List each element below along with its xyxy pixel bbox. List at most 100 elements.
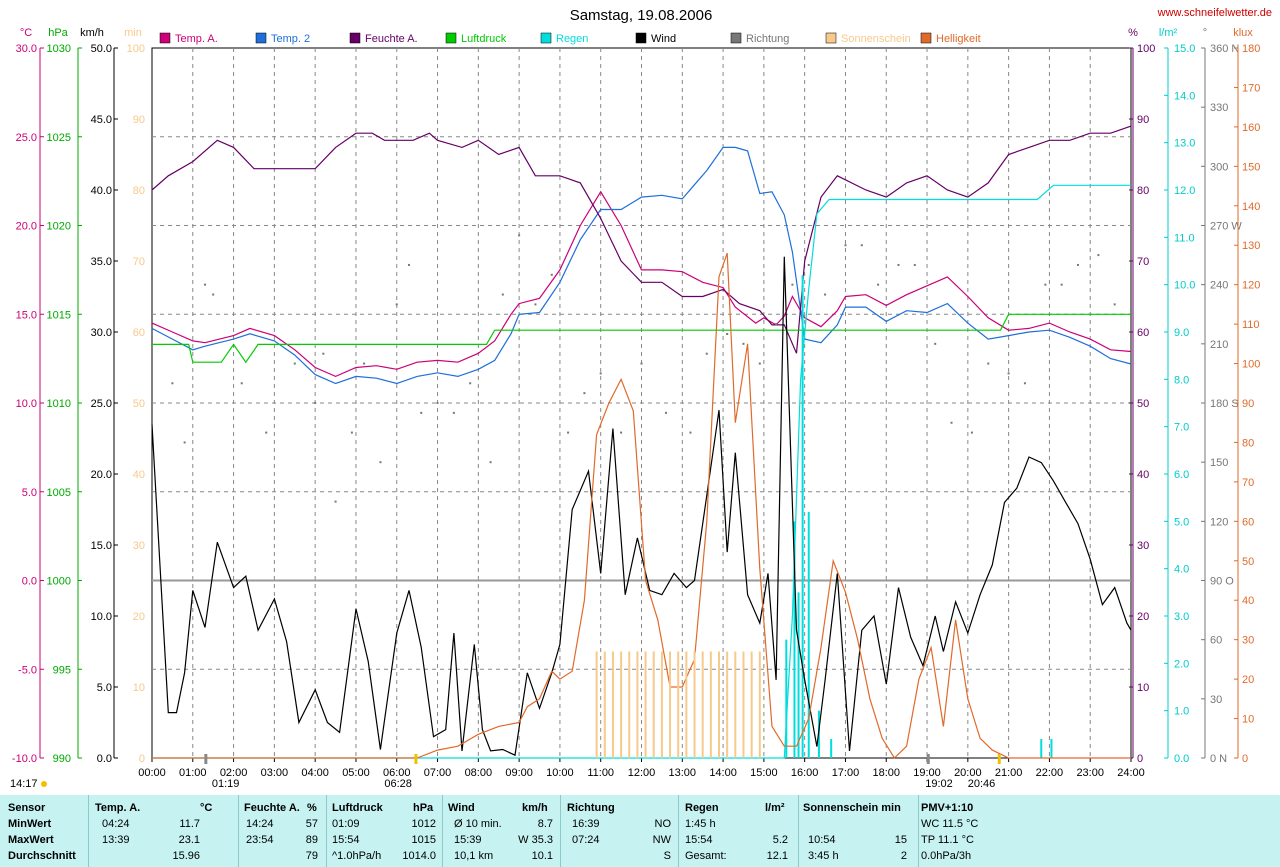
legend-swatch	[825, 32, 837, 44]
direction-point	[950, 421, 953, 424]
x-tick-label: 16:00	[791, 767, 819, 779]
temp-tick-label: 10.0	[16, 398, 37, 410]
direction-point	[350, 431, 353, 434]
pressure-time: ^1.0hPa/h	[332, 850, 382, 862]
direction-point	[550, 273, 553, 276]
x-tick-label: 14:00	[709, 767, 737, 779]
series-line	[151, 256, 1132, 757]
brightness-tick-label: 110	[1242, 319, 1260, 331]
chart-title: Samstag, 19.08.2006	[570, 7, 713, 24]
humidity-tick-label: 80	[1137, 185, 1149, 197]
direction-point	[1023, 382, 1026, 385]
site-url[interactable]: www.schneifelwetter.de	[1157, 7, 1272, 19]
humidity-tick-label: 60	[1137, 327, 1149, 339]
series-wind	[151, 256, 1132, 757]
series-line	[152, 184, 1131, 759]
direction-point	[293, 362, 296, 365]
direction-point	[620, 431, 623, 434]
rain-unit-label: l/m²	[1159, 27, 1178, 39]
sunshine-tick-label: 0	[139, 753, 145, 765]
legend-label: Luftdruck	[461, 33, 507, 45]
x-tick-label: 18:00	[872, 767, 900, 779]
pressure-tick-label: 990	[53, 753, 71, 765]
brightness-tick-label: 10	[1242, 714, 1254, 726]
header-pressure-unit: hPa	[413, 802, 434, 814]
direction-tick-label: 150	[1210, 457, 1228, 469]
series-feuchte-a-	[151, 125, 1132, 354]
header-humidity: Feuchte A.	[244, 802, 300, 814]
legend-label: Temp. 2	[271, 33, 310, 45]
direction-point	[204, 283, 207, 286]
direction-point	[452, 411, 455, 414]
pressure-tick-label: 1005	[47, 487, 71, 499]
header-rain: Regen	[685, 802, 719, 814]
direction-value: NW	[652, 834, 671, 846]
sunshine-unit-label: min	[124, 27, 142, 39]
sunshine-time: 3:45 h	[808, 850, 839, 862]
pressure-tick-label: 1015	[47, 309, 71, 321]
wind-tick-label: 25.0	[91, 398, 112, 410]
x-tick-label: 12:00	[628, 767, 656, 779]
direction-tick-label: 90 O	[1210, 576, 1234, 588]
rain-tick-label: 3.0	[1174, 611, 1189, 623]
direction-point	[1044, 283, 1047, 286]
pressure-tick-label: 1030	[47, 43, 71, 55]
legend-item: Richtung	[730, 32, 789, 45]
pressure-unit-label: hPa	[48, 27, 68, 39]
sun-icon	[41, 781, 47, 787]
legend-item: Wind	[635, 32, 676, 45]
wind-tick-label: 50.0	[91, 43, 112, 55]
x-tick-label: 24:00	[1117, 767, 1145, 779]
direction-point	[640, 362, 643, 365]
column-divider	[88, 795, 89, 867]
header-humidity-unit: %	[307, 802, 317, 814]
header-pressure: Luftdruck	[332, 802, 383, 814]
x-tick-label: 01:00	[179, 767, 207, 779]
direction-tick-label: 240	[1210, 280, 1228, 292]
direction-value: S	[663, 850, 671, 862]
sunshine-tick-label: 100	[127, 43, 145, 55]
legend-label: Richtung	[746, 33, 789, 45]
series-luftdruck	[152, 313, 1131, 364]
wind-tick-label: 15.0	[91, 540, 112, 552]
humidity-value: 57	[305, 818, 318, 830]
direction-point	[489, 461, 492, 464]
direction-tick-label: 60	[1210, 635, 1222, 647]
rain-tick-label: 8.0	[1174, 374, 1189, 386]
direction-tick-label: 0 N	[1210, 753, 1227, 765]
rain-tick-label: 5.0	[1174, 516, 1189, 528]
series-layer	[151, 125, 1132, 759]
legend-item: Sonnenschein	[825, 32, 911, 45]
direction-point	[212, 293, 215, 296]
direction-point	[897, 263, 900, 266]
row-label: MinWert	[8, 818, 52, 830]
humidity-tick-label: 40	[1137, 469, 1149, 481]
pmv-value: 0.0hPa/3h	[921, 850, 972, 862]
brightness-tick-label: 50	[1242, 556, 1254, 568]
temp-tick-label: 25.0	[16, 132, 37, 144]
header-wind-unit: km/h	[522, 802, 548, 814]
legend-swatch	[920, 32, 932, 44]
x-tick-label: 06:00	[383, 767, 411, 779]
series-line	[151, 146, 1132, 385]
legend-swatch	[635, 32, 647, 44]
wind-value: W 35.3	[518, 834, 553, 846]
series-richtung	[171, 234, 1116, 503]
rain-tick-label: 10.0	[1174, 280, 1195, 292]
direction-point	[758, 362, 761, 365]
column-divider	[798, 795, 799, 867]
temp-tick-label: -10.0	[12, 753, 37, 765]
direction-point	[240, 382, 243, 385]
pressure-tick-label: 1010	[47, 398, 71, 410]
statistics-table: Sensor Temp. A. °C Feuchte A.% Luftdruck hPa W…	[0, 795, 1280, 867]
direction-point	[1007, 372, 1010, 375]
direction-time: 07:24	[572, 834, 600, 846]
brightness-tick-label: 90	[1242, 398, 1254, 410]
direction-tick-label: 30	[1210, 694, 1222, 706]
direction-point	[314, 402, 317, 404]
direction-point	[1060, 283, 1063, 286]
legend-label: Sonnenschein	[841, 33, 911, 45]
sunshine-tick-label: 30	[133, 540, 145, 552]
header-pmv: PMV+1:10	[921, 802, 974, 814]
humidity-time: 23:54	[246, 834, 274, 846]
